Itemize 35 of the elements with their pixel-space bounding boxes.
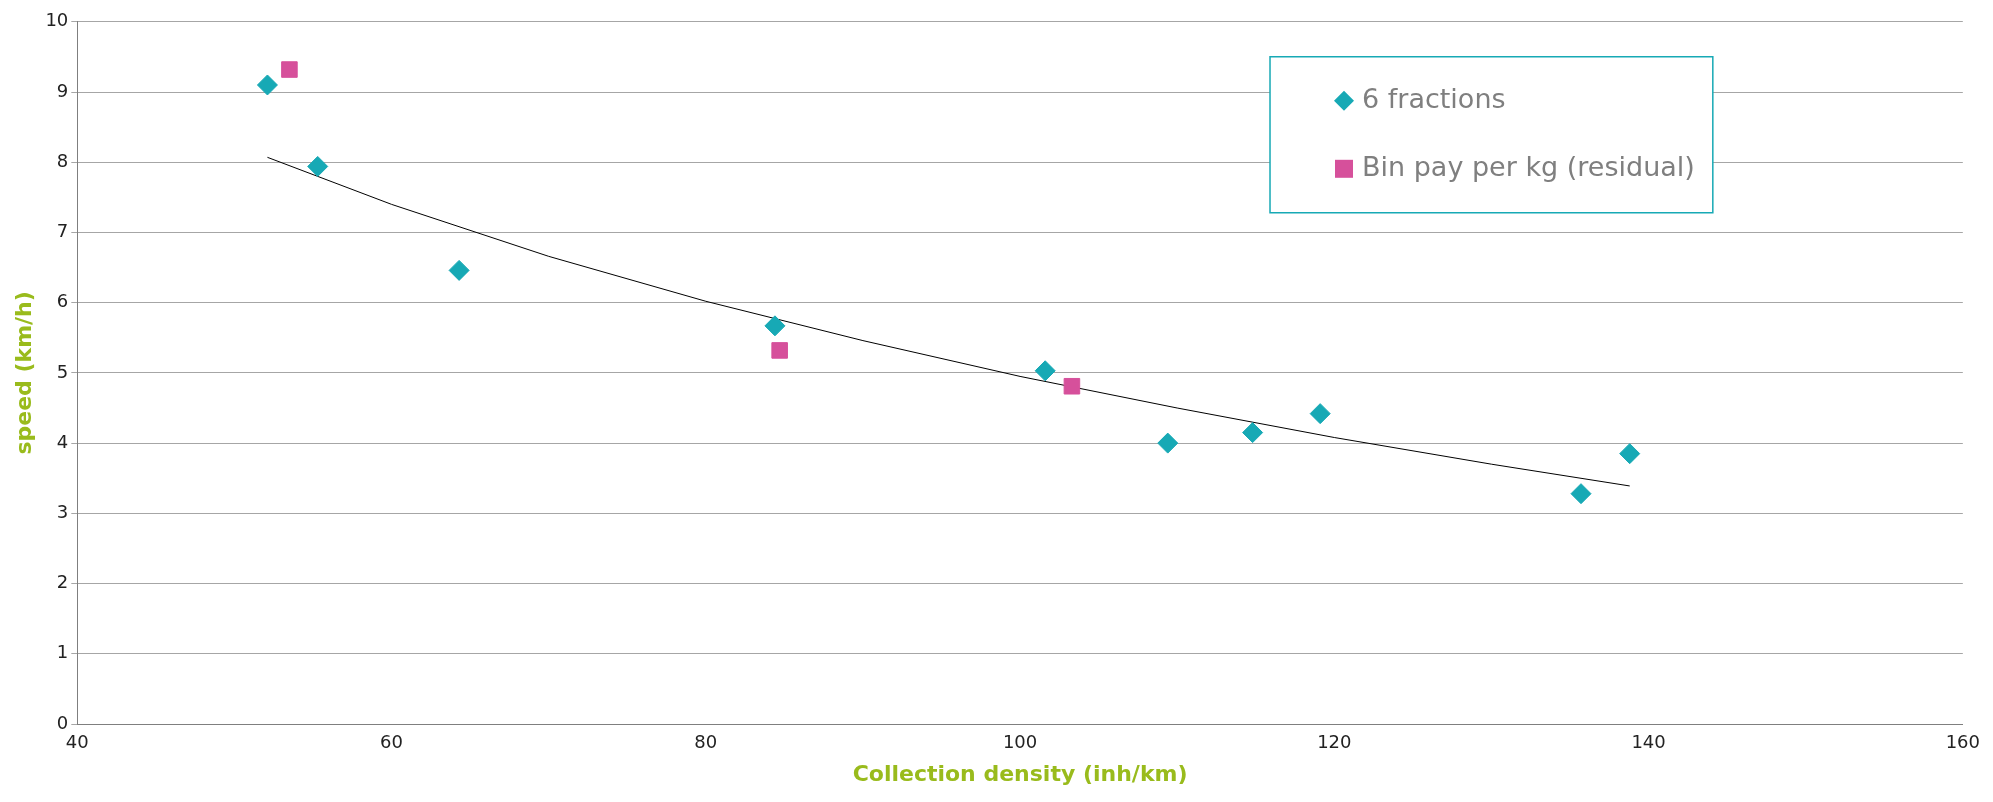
y-axis-title: speed (km/h)	[10, 291, 36, 455]
x-tick-label: 80	[694, 731, 718, 753]
point	[1570, 483, 1592, 505]
x-tick-label: 160	[1945, 731, 1980, 753]
point	[281, 61, 298, 78]
y-tick-label: 5	[56, 360, 69, 382]
point	[1063, 377, 1081, 395]
point	[1157, 432, 1179, 454]
x-tick-label: 140	[1631, 731, 1666, 753]
legend-label: 6 fractions	[1362, 82, 1506, 114]
x-tick-label: 120	[1317, 731, 1352, 753]
point	[764, 315, 786, 337]
y-tick-label: 10	[45, 9, 69, 31]
y-tick-label: 4	[56, 430, 69, 452]
x-tick-label: 100	[1002, 731, 1038, 753]
y-tick-label: 9	[56, 79, 69, 101]
y-tick-label: 7	[56, 220, 69, 242]
point	[1242, 422, 1264, 444]
point	[1309, 403, 1331, 425]
y-tick-label: 0	[56, 711, 69, 733]
x-tick-label: 40	[65, 731, 89, 753]
point	[448, 259, 470, 281]
y-tick-label: 1	[56, 641, 69, 663]
y-tick-label: 3	[56, 501, 69, 523]
y-tick-label: 6	[56, 290, 69, 312]
legend-label: Bin pay per kg (residual)	[1362, 150, 1695, 182]
point	[307, 155, 329, 177]
point	[256, 74, 278, 96]
y-tick-label: 2	[56, 571, 69, 593]
point	[1619, 443, 1641, 465]
x-tick-label: 60	[380, 731, 404, 753]
y-tick-label: 8	[56, 149, 69, 171]
point	[1034, 360, 1056, 382]
x-axis-title: Collection density (inh/km)	[852, 760, 1188, 786]
point	[771, 342, 788, 359]
